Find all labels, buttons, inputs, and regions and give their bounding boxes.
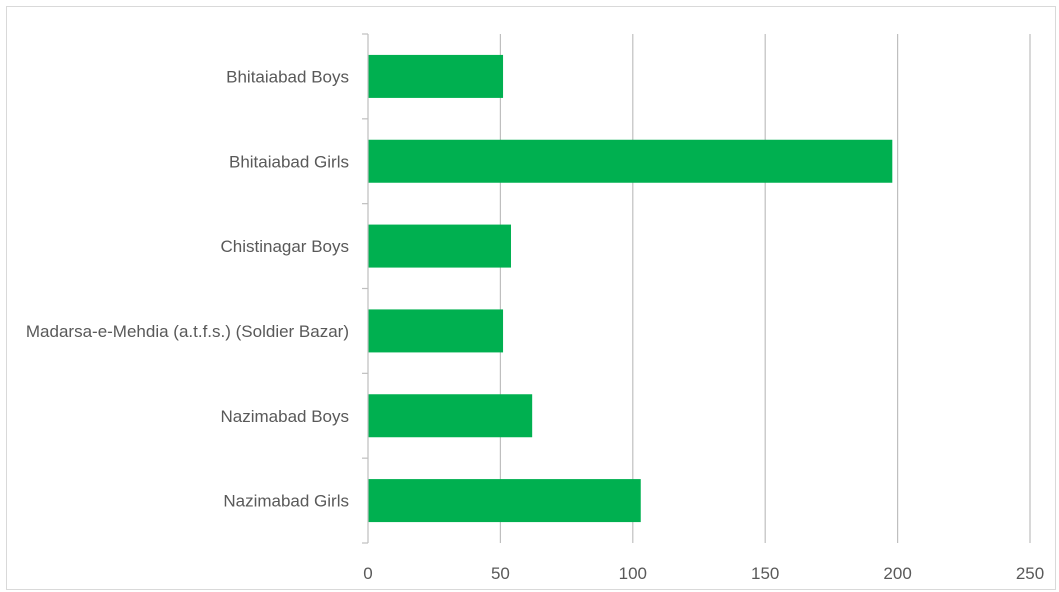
- gridlines: [499, 34, 1031, 543]
- bar-5: [368, 479, 641, 523]
- tick-label-250: 250: [1016, 564, 1044, 583]
- tick-label-200: 200: [883, 564, 911, 583]
- category-label-4: Nazimabad Boys: [220, 407, 349, 426]
- tick-label-50: 50: [491, 564, 510, 583]
- bar-4: [368, 394, 533, 438]
- tick-label-150: 150: [751, 564, 779, 583]
- category-labels: Bhitaiabad Boys Bhitaiabad Girls Chistinag…: [26, 67, 349, 510]
- tick-label-0: 0: [363, 564, 372, 583]
- category-axis: [362, 33, 369, 544]
- category-label-0: Bhitaiabad Boys: [226, 67, 349, 86]
- bar-3: [368, 309, 504, 353]
- value-axis-labels: 0 50 100 150 200 250: [363, 564, 1044, 583]
- category-label-5: Nazimabad Girls: [223, 492, 349, 511]
- bars: [368, 54, 893, 523]
- category-label-2: Chistinagar Boys: [220, 237, 349, 256]
- bar-2: [368, 224, 511, 268]
- tick-label-100: 100: [619, 564, 647, 583]
- category-label-1: Bhitaiabad Girls: [229, 152, 349, 171]
- category-label-3: Madarsa-e-Mehdia (a.t.f.s.) (Soldier Baz…: [26, 322, 349, 341]
- bar-1: [368, 139, 893, 183]
- bar-0: [368, 54, 504, 98]
